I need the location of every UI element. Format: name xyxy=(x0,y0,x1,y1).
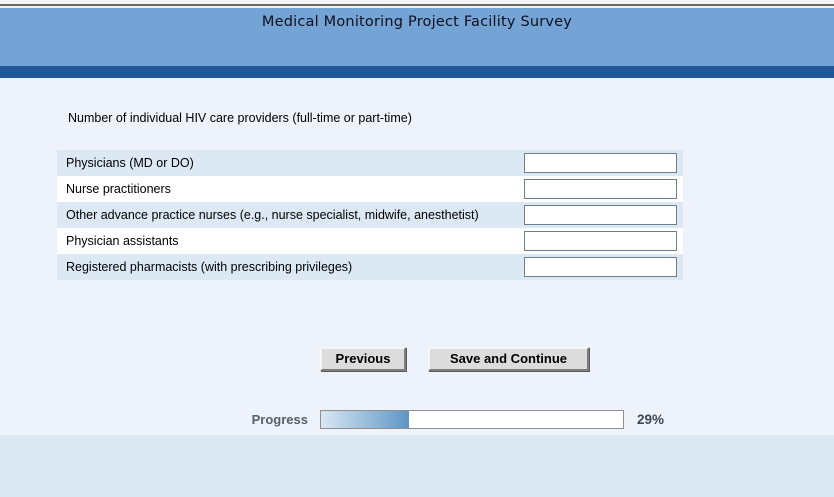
table-row: Other advance practice nurses (e.g., nur… xyxy=(57,202,683,228)
progress-bar-fill xyxy=(321,411,409,428)
table-row: Nurse practitioners xyxy=(57,176,683,202)
table-row: Physicians (MD or DO) xyxy=(57,150,683,176)
previous-button[interactable]: Previous xyxy=(320,347,406,371)
footer-band xyxy=(0,435,834,497)
question-text: Number of individual HIV care providers … xyxy=(68,111,412,125)
provider-table: Physicians (MD or DO) Nurse practitioner… xyxy=(57,150,683,280)
progress-percent: 29% xyxy=(637,412,665,427)
row-label-advance-practice-nurses: Other advance practice nurses (e.g., nur… xyxy=(66,208,479,222)
header-accent-stripe xyxy=(0,66,834,78)
page-header: Medical Monitoring Project Facility Surv… xyxy=(0,8,834,66)
top-chrome-strip xyxy=(0,0,834,6)
save-and-continue-button[interactable]: Save and Continue xyxy=(428,347,589,371)
progress-bar xyxy=(320,410,624,429)
row-label-nurse-practitioners: Nurse practitioners xyxy=(66,182,171,196)
progress-label: Progress xyxy=(251,412,308,427)
physicians-count-input[interactable] xyxy=(524,153,677,173)
registered-pharmacists-count-input[interactable] xyxy=(524,257,677,277)
table-row: Registered pharmacists (with prescribing… xyxy=(57,254,683,280)
nurse-practitioners-count-input[interactable] xyxy=(524,179,677,199)
page-title: Medical Monitoring Project Facility Surv… xyxy=(261,14,573,30)
row-label-physician-assistants: Physician assistants xyxy=(66,234,179,248)
physician-assistants-count-input[interactable] xyxy=(524,231,677,251)
row-label-physicians: Physicians (MD or DO) xyxy=(66,156,194,170)
advance-practice-nurses-count-input[interactable] xyxy=(524,205,677,225)
row-label-registered-pharmacists: Registered pharmacists (with prescribing… xyxy=(66,260,353,274)
table-row: Physician assistants xyxy=(57,228,683,254)
